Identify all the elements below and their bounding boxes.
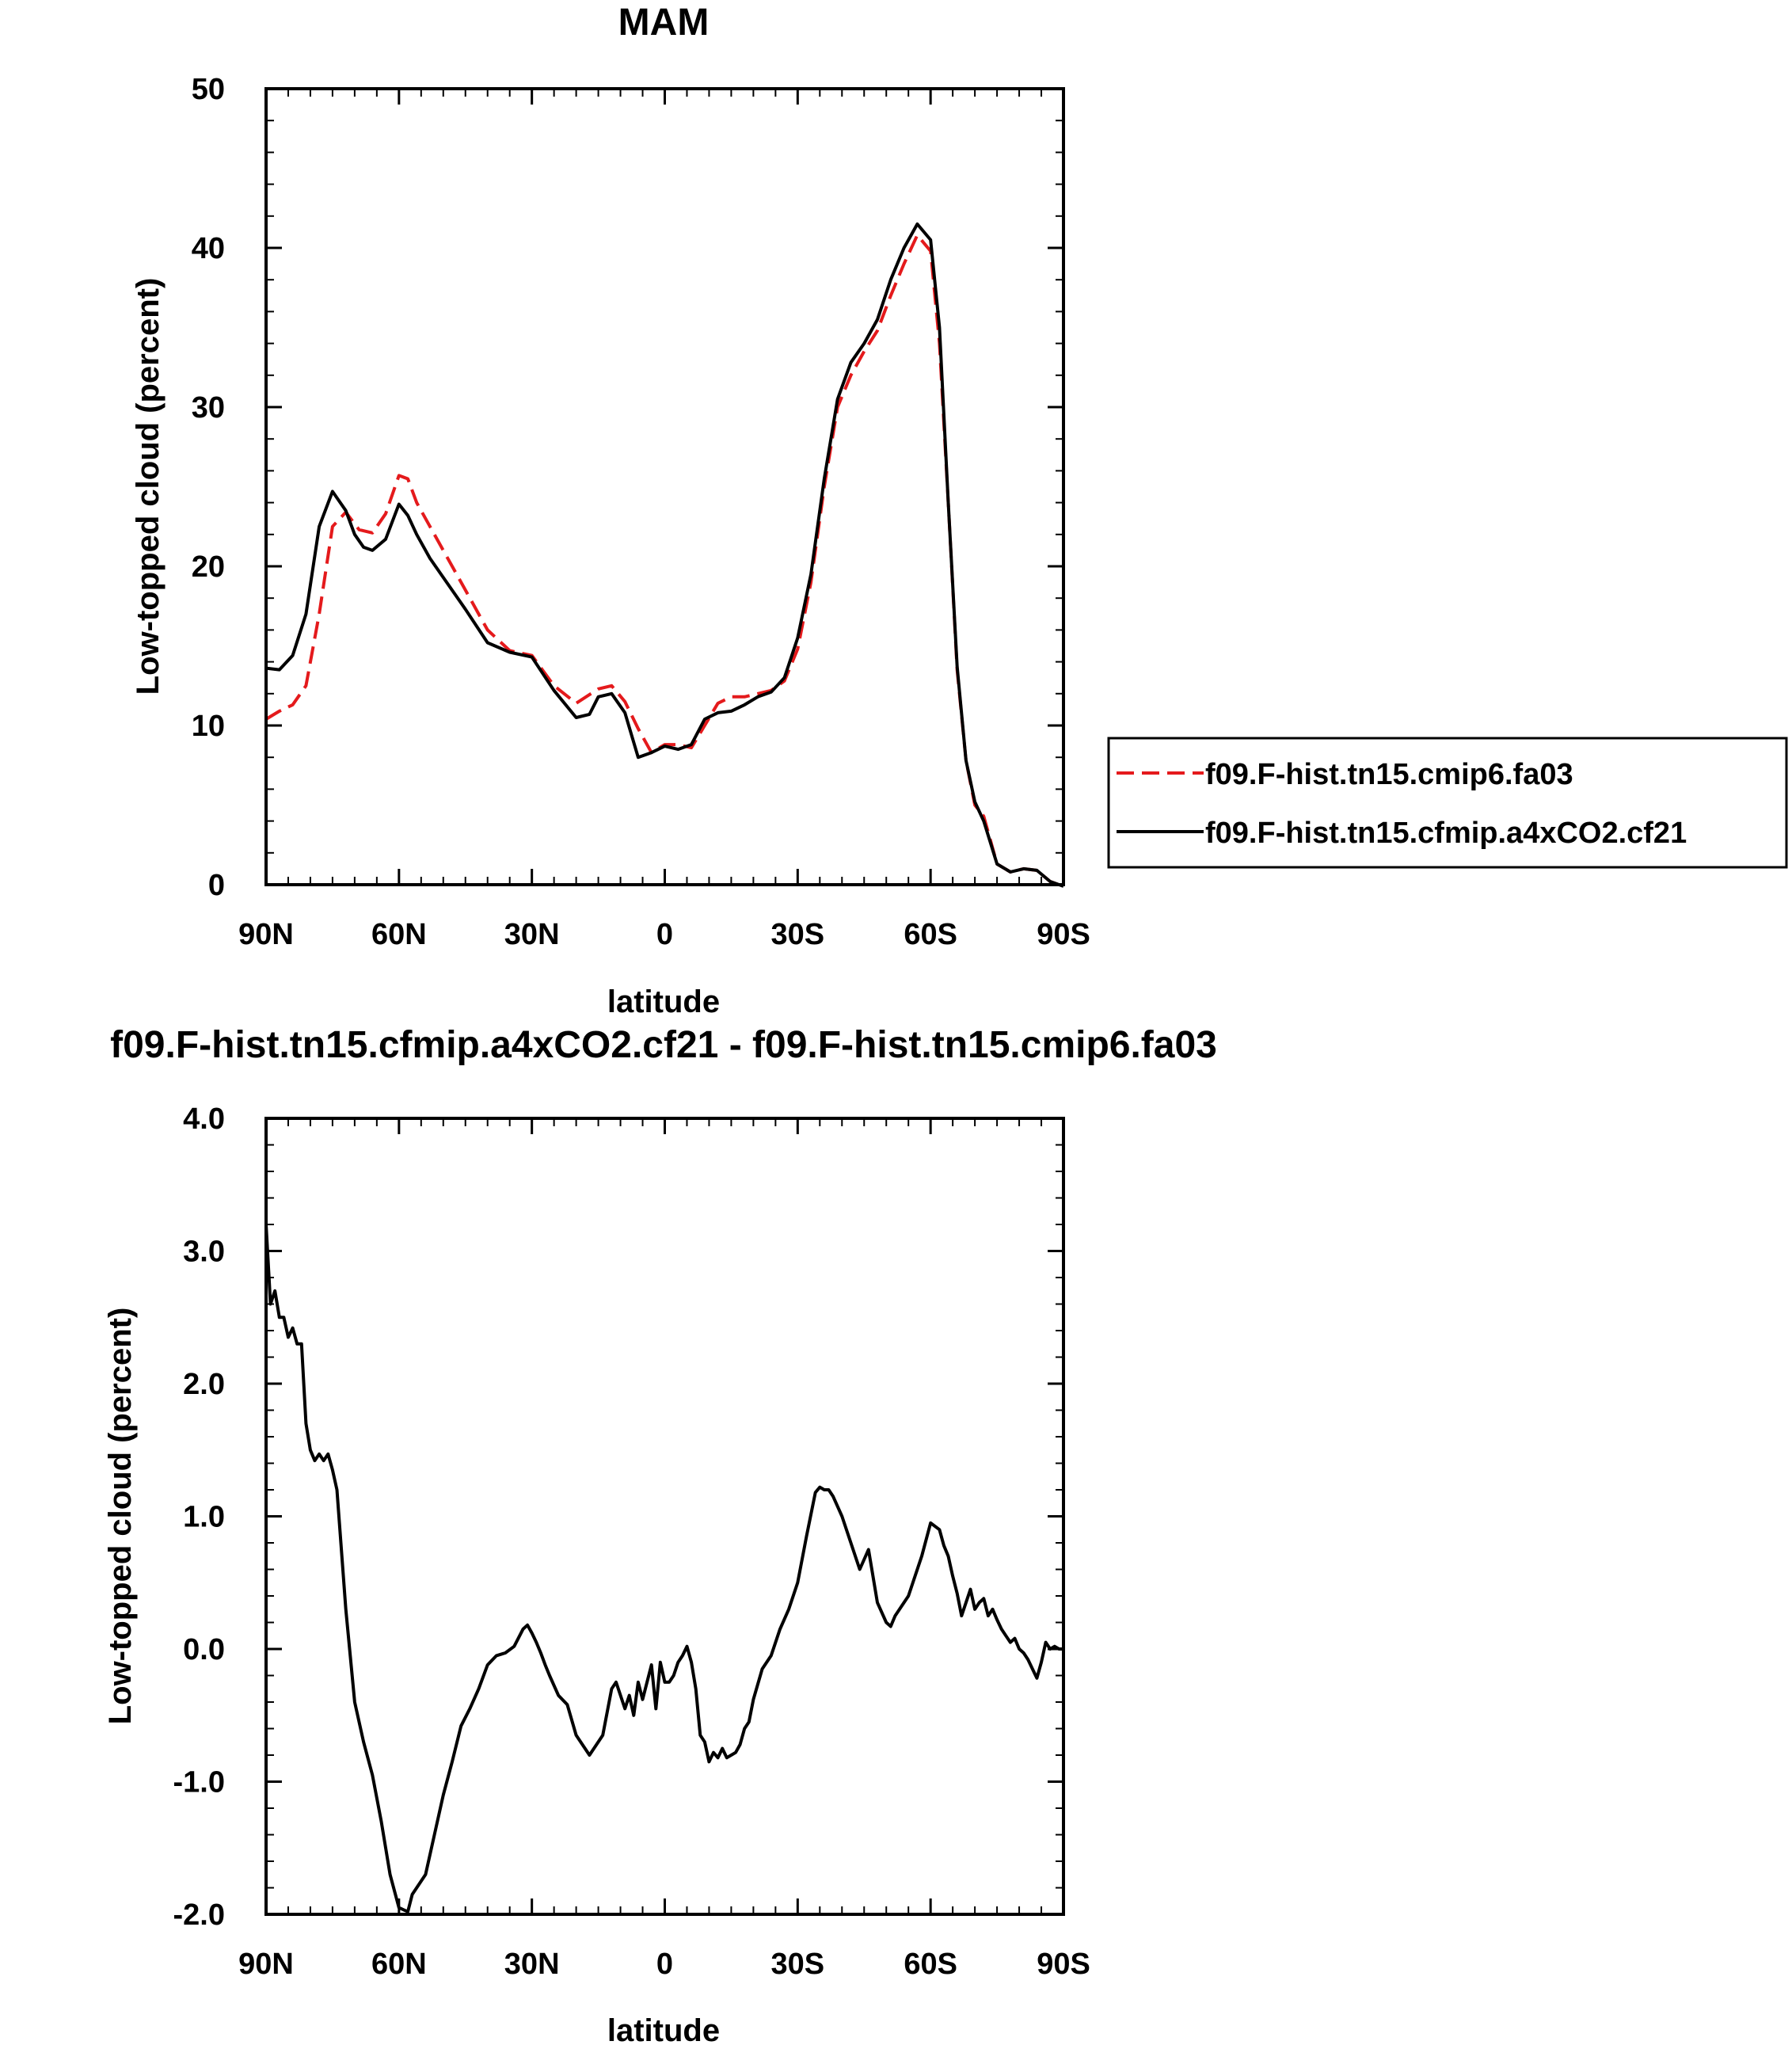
bottom-x-tick-label: 60S	[904, 1948, 957, 1981]
bottom-x-tick-label: 90S	[1037, 1948, 1090, 1981]
bottom-y-tick-label: -2.0	[173, 1898, 225, 1932]
top-y-tick-label: 10	[192, 710, 225, 743]
top-x-tick-label: 90N	[238, 918, 294, 951]
top-ticks-layer: 90N 60N 30N 0 30S 60S 90S 0 10 20 30 40 50	[192, 73, 1090, 951]
legend-label-a4xco2: f09.F-hist.tn15.cfmip.a4xCO2.cf21	[1205, 817, 1687, 850]
top-x-tick-label: 60S	[904, 918, 957, 951]
top-series-layer	[264, 222, 1064, 888]
bottom-y-tick-label: 3.0	[183, 1236, 225, 1269]
bottom-y-tick-label: 4.0	[183, 1102, 225, 1136]
bottom-y-axis-title: Low-topped cloud (percent)	[103, 1308, 138, 1725]
top-panel: MAM 90N 60N 30N 0 30S 60S 90S 0 10 20 30 40 50 latit…	[131, 2, 1090, 1019]
bottom-x-tick-label: 30N	[504, 1948, 560, 1981]
bottom-x-tick-label: 30S	[771, 1948, 825, 1981]
top-x-axis-title: latitude	[607, 984, 720, 1019]
top-y-tick-label: 30	[192, 391, 225, 425]
bottom-y-tick-label: 2.0	[183, 1368, 225, 1401]
top-x-tick-label: 60N	[371, 918, 427, 951]
top-series-line-1	[265, 222, 1064, 888]
bottom-ticks-layer: 90N 60N 30N 0 30S 60S 90S -2.0 -1.0 0.0 1.0 2.0 3.0 4…	[173, 1102, 1090, 1981]
top-series-line-0	[264, 233, 1064, 888]
legend: f09.F-hist.tn15.cmip6.fa03 f09.F-hist.tn…	[1107, 737, 1788, 869]
top-x-tick-label: 30N	[504, 918, 560, 951]
bottom-plot-frame	[264, 1117, 1065, 1916]
legend-box	[1107, 737, 1788, 869]
bottom-chart-title: f09.F-hist.tn15.cfmip.a4xCO2.cf21 - f09.…	[110, 1024, 1217, 1066]
top-plot-frame	[264, 87, 1065, 886]
bottom-y-tick-label: -1.0	[173, 1766, 225, 1799]
bottom-y-tick-label: 0.0	[183, 1633, 225, 1666]
bottom-x-tick-label: 0	[656, 1948, 673, 1981]
top-y-tick-label: 20	[192, 550, 225, 584]
bottom-y-tick-label: 1.0	[183, 1501, 225, 1534]
top-y-tick-label: 50	[192, 73, 225, 106]
bottom-x-tick-label: 60N	[371, 1948, 427, 1981]
bottom-x-tick-label: 90N	[238, 1948, 294, 1981]
bottom-series-layer	[264, 1224, 1063, 1914]
top-x-tick-label: 30S	[771, 918, 825, 951]
top-y-axis-title: Low-topped cloud (percent)	[131, 278, 166, 695]
bottom-series-line-0	[264, 1224, 1063, 1914]
bottom-x-axis-title: latitude	[607, 2013, 720, 2045]
top-x-tick-label: 0	[656, 918, 673, 951]
top-x-tick-label: 90S	[1037, 918, 1090, 951]
bottom-panel: f09.F-hist.tn15.cfmip.a4xCO2.cf21 - f09.…	[103, 1024, 1217, 2045]
top-y-tick-label: 0	[208, 869, 225, 902]
top-y-tick-label: 40	[192, 232, 225, 265]
legend-label-cmip6: f09.F-hist.tn15.cmip6.fa03	[1205, 758, 1573, 791]
top-chart-title: MAM	[618, 2, 710, 44]
